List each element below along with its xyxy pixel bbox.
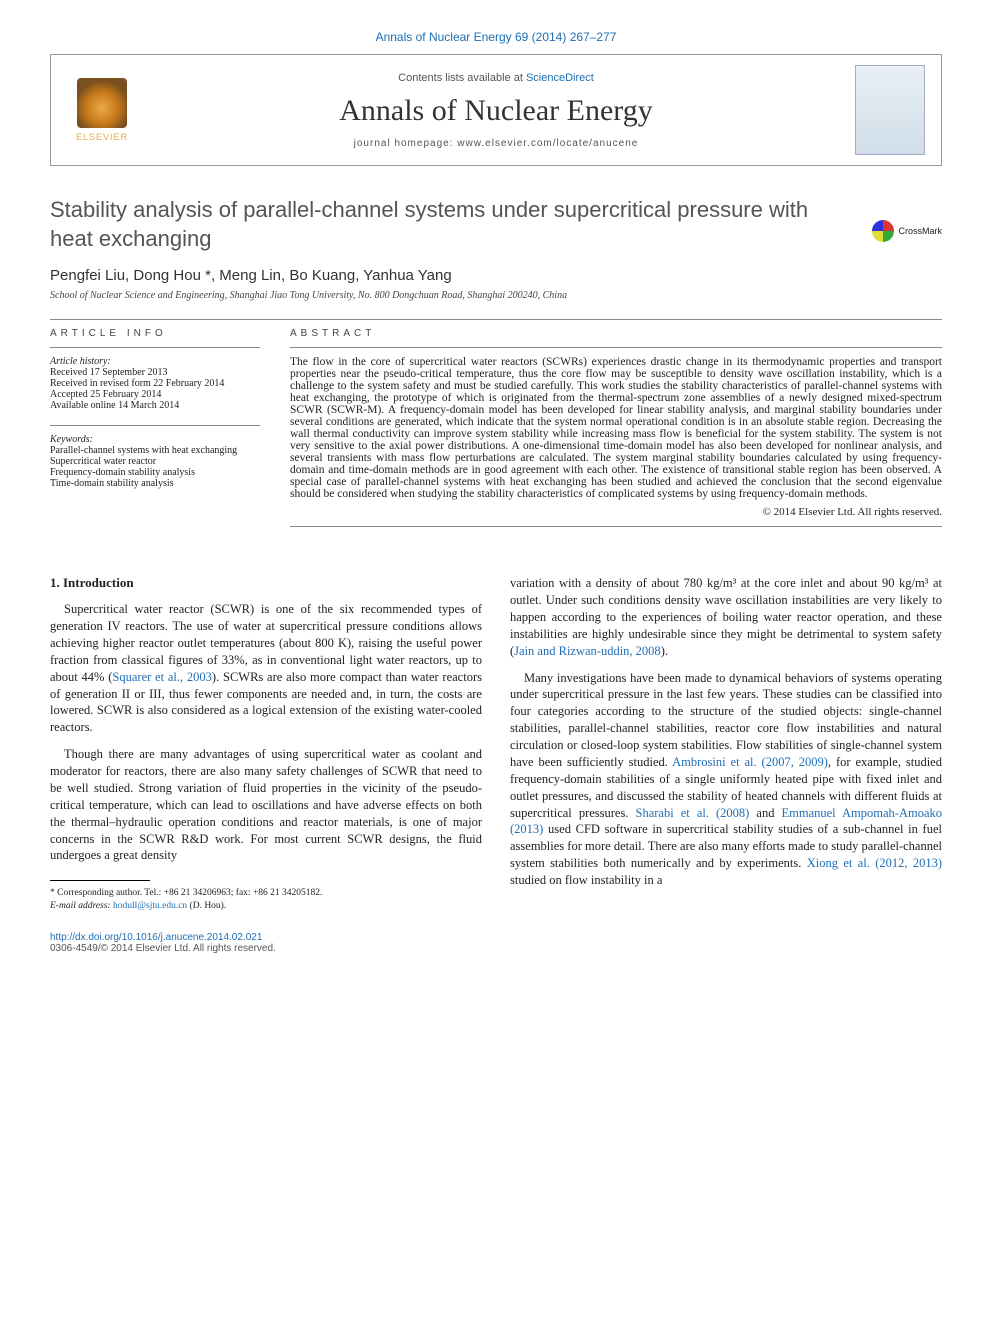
history-item: Available online 14 March 2014 [50, 400, 260, 411]
body-right-column: variation with a density of about 780 kg… [510, 575, 942, 912]
history-label: Article history: [50, 356, 260, 367]
journal-cover-thumbnail [855, 65, 925, 155]
divider [50, 347, 260, 348]
email-link[interactable]: hodull@sjtu.edu.cn [113, 901, 187, 911]
contents-prefix: Contents lists available at [398, 72, 526, 84]
divider [50, 425, 260, 426]
email-suffix: (D. Hou). [187, 901, 226, 911]
divider [290, 526, 942, 527]
history-item: Received 17 September 2013 [50, 367, 260, 378]
text-run: and [749, 806, 781, 820]
divider [50, 319, 942, 320]
body-left-column: 1. Introduction Supercritical water reac… [50, 575, 482, 912]
journal-name: Annals of Nuclear Energy [157, 94, 835, 128]
footnotes: * Corresponding author. Tel.: +86 21 342… [50, 887, 482, 912]
body-paragraph: Many investigations have been made to dy… [510, 670, 942, 889]
body-columns: 1. Introduction Supercritical water reac… [50, 575, 942, 912]
history-item: Received in revised form 22 February 201… [50, 378, 260, 389]
citation-link[interactable]: Sharabi et al. (2008) [636, 806, 750, 820]
article-info-column: ARTICLE INFO Article history: Received 1… [50, 328, 260, 535]
top-citation: Annals of Nuclear Energy 69 (2014) 267–2… [50, 30, 942, 44]
divider [290, 347, 942, 348]
keyword-item: Frequency-domain stability analysis [50, 467, 260, 478]
citation-link[interactable]: Squarer et al., 2003 [112, 670, 212, 684]
footnote-separator [50, 880, 150, 881]
page-footer: http://dx.doi.org/10.1016/j.anucene.2014… [50, 932, 942, 954]
keyword-item: Supercritical water reactor [50, 456, 260, 467]
header-center: Contents lists available at ScienceDirec… [137, 72, 855, 149]
email-label: E-mail address: [50, 901, 113, 911]
crossmark-icon [872, 220, 894, 242]
article-info-heading: ARTICLE INFO [50, 328, 260, 339]
body-paragraph: Though there are many advantages of usin… [50, 746, 482, 864]
issn-copyright: 0306-4549/© 2014 Elsevier Ltd. All right… [50, 943, 942, 954]
keywords-label: Keywords: [50, 434, 260, 445]
intro-heading: 1. Introduction [50, 575, 482, 591]
abstract-text: The flow in the core of supercritical wa… [290, 356, 942, 500]
keyword-item: Parallel-channel systems with heat excha… [50, 445, 260, 456]
doi-link[interactable]: http://dx.doi.org/10.1016/j.anucene.2014… [50, 932, 942, 943]
contents-line: Contents lists available at ScienceDirec… [157, 72, 835, 84]
history-item: Accepted 25 February 2014 [50, 389, 260, 400]
abstract-copyright: © 2014 Elsevier Ltd. All rights reserved… [290, 506, 942, 518]
journal-homepage[interactable]: journal homepage: www.elsevier.com/locat… [157, 138, 835, 149]
corresponding-author: * Corresponding author. Tel.: +86 21 342… [50, 887, 482, 899]
elsevier-tree-icon [77, 78, 127, 128]
info-abstract-row: ARTICLE INFO Article history: Received 1… [50, 328, 942, 535]
keyword-item: Time-domain stability analysis [50, 478, 260, 489]
email-line: E-mail address: hodull@sjtu.edu.cn (D. H… [50, 900, 482, 912]
publisher-label: ELSEVIER [76, 132, 128, 142]
crossmark-label: CrossMark [898, 226, 942, 236]
article-title: Stability analysis of parallel-channel s… [50, 196, 942, 253]
history-block: Article history: Received 17 September 2… [50, 356, 260, 411]
sciencedirect-link[interactable]: ScienceDirect [526, 72, 594, 84]
abstract-heading: ABSTRACT [290, 328, 942, 339]
text-run: ). [661, 644, 668, 658]
journal-header: ELSEVIER Contents lists available at Sci… [50, 54, 942, 166]
keywords-block: Keywords: Parallel-channel systems with … [50, 434, 260, 489]
body-paragraph: Supercritical water reactor (SCWR) is on… [50, 601, 482, 736]
citation-link[interactable]: Jain and Rizwan-uddin, 2008 [514, 644, 661, 658]
affiliation: School of Nuclear Science and Engineerin… [50, 290, 942, 301]
abstract-column: ABSTRACT The flow in the core of supercr… [290, 328, 942, 535]
citation-link[interactable]: Xiong et al. (2012, 2013) [807, 856, 942, 870]
authors-line: Pengfei Liu, Dong Hou *, Meng Lin, Bo Ku… [50, 267, 942, 284]
publisher-logo-block: ELSEVIER [67, 78, 137, 142]
text-run: studied on flow instability in a [510, 873, 662, 887]
body-paragraph: variation with a density of about 780 kg… [510, 575, 942, 659]
crossmark-badge[interactable]: CrossMark [872, 220, 942, 242]
citation-link[interactable]: Ambrosini et al. (2007, 2009) [672, 755, 828, 769]
